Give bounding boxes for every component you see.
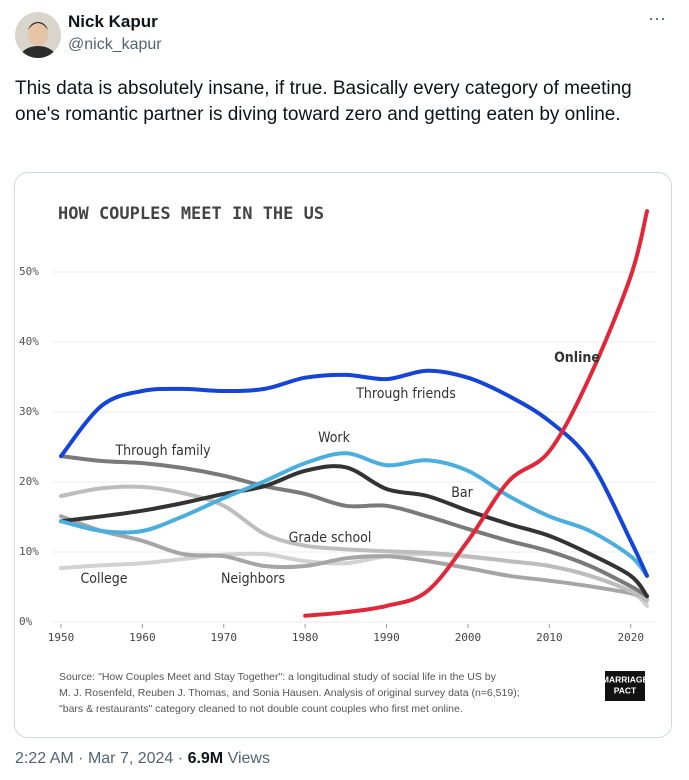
views-label: Views	[227, 750, 270, 767]
logo-box	[605, 671, 645, 701]
y-tick-label: 30%	[19, 405, 39, 418]
x-tick-label: 2020	[617, 631, 644, 644]
series-label: Through friends	[355, 386, 456, 402]
y-tick-label: 20%	[19, 475, 39, 488]
y-tick-label: 10%	[19, 545, 39, 558]
x-tick-label: 1960	[129, 631, 156, 644]
chart-title: HOW COUPLES MEET IN THE US	[58, 204, 324, 224]
source-note: Source: "How Couples Meet and Stay Toget…	[59, 671, 497, 683]
series-label: College	[80, 571, 127, 587]
more-menu[interactable]: ···	[648, 8, 666, 28]
logo-text: PACT	[614, 685, 637, 695]
separator: ·	[78, 750, 84, 767]
avatar[interactable]	[15, 12, 61, 58]
source-note: "bars & restaurants" category cleaned to…	[59, 703, 463, 715]
series-line	[59, 514, 649, 601]
series-label: Grade school	[289, 530, 372, 546]
logo-text: MARRIAGE	[602, 674, 649, 684]
x-tick-label: 1970	[211, 631, 238, 644]
series-line	[59, 368, 649, 578]
x-tick-label: 1990	[373, 631, 400, 644]
series-line	[303, 209, 649, 618]
y-tick-label: 50%	[19, 265, 39, 278]
x-tick-label: 1980	[292, 631, 319, 644]
series-line	[59, 551, 649, 608]
series-line	[59, 484, 649, 603]
views-count: 6.9M	[187, 750, 224, 767]
series-label: Through family	[114, 443, 211, 459]
series-line	[59, 451, 649, 578]
time[interactable]: 2:22 AM	[15, 750, 74, 767]
author-name[interactable]: Nick Kapur	[68, 12, 158, 31]
series-label: Bar	[451, 485, 473, 501]
x-tick-label: 2010	[536, 631, 563, 644]
chart-card[interactable]: HOW COUPLES MEET IN THE US 0% 10% 20% 30% 40…	[14, 172, 672, 738]
tweet-text: This data is absolutely insane, if true.…	[15, 78, 632, 125]
date[interactable]: Mar 7, 2024	[87, 750, 174, 767]
separator: ·	[177, 750, 184, 767]
tweet-footer: 2:22 AM · Mar 7, 2024 · 6.9M Views	[15, 750, 270, 768]
chart: HOW COUPLES MEET IN THE US 0% 10% 20% 30% 40…	[19, 204, 655, 715]
series-line	[59, 454, 649, 599]
x-tick-label: 2000	[455, 631, 482, 644]
author-handle[interactable]: @nick_kapur	[68, 36, 162, 53]
series-label: Work	[318, 430, 351, 446]
x-tick-label: 1950	[48, 631, 75, 644]
y-tick-label: 40%	[19, 335, 39, 348]
source-note: M. J. Rosenfeld, Reuben J. Thomas, and S…	[59, 687, 520, 699]
y-tick-label: 0%	[19, 615, 33, 628]
series-label: Online	[554, 350, 600, 366]
series-line	[59, 464, 649, 599]
series-label: Neighbors	[221, 571, 285, 587]
